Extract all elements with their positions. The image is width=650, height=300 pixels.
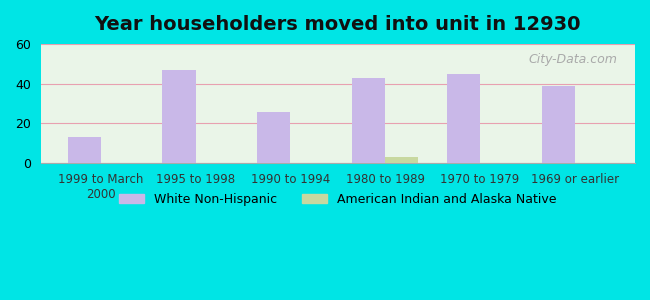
Legend: White Non-Hispanic, American Indian and Alaska Native: White Non-Hispanic, American Indian and … xyxy=(114,188,562,211)
Bar xyxy=(352,78,385,163)
Bar xyxy=(68,137,101,163)
Title: Year householders moved into unit in 12930: Year householders moved into unit in 129… xyxy=(94,15,581,34)
Bar xyxy=(385,157,419,163)
Bar xyxy=(447,74,480,163)
Bar xyxy=(257,112,291,163)
Text: City-Data.com: City-Data.com xyxy=(528,53,617,66)
Bar xyxy=(162,70,196,163)
Bar xyxy=(541,86,575,163)
